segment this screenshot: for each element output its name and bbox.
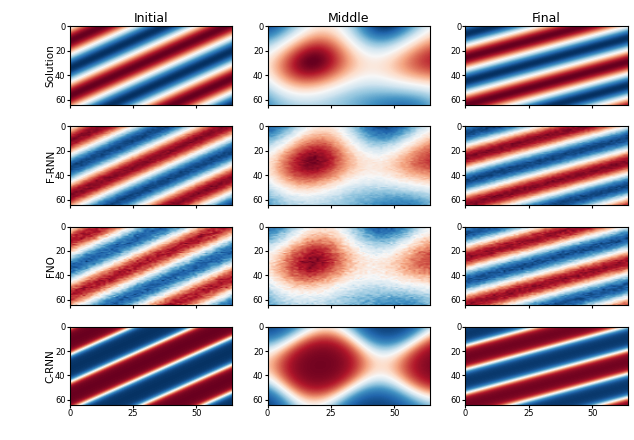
Y-axis label: F-RNN: F-RNN <box>46 150 56 182</box>
Y-axis label: C-RNN: C-RNN <box>46 349 56 383</box>
Title: Middle: Middle <box>328 12 370 25</box>
Title: Final: Final <box>532 12 561 25</box>
Y-axis label: Solution: Solution <box>46 44 56 87</box>
Y-axis label: FNO: FNO <box>46 255 56 277</box>
Title: Initial: Initial <box>134 12 168 25</box>
